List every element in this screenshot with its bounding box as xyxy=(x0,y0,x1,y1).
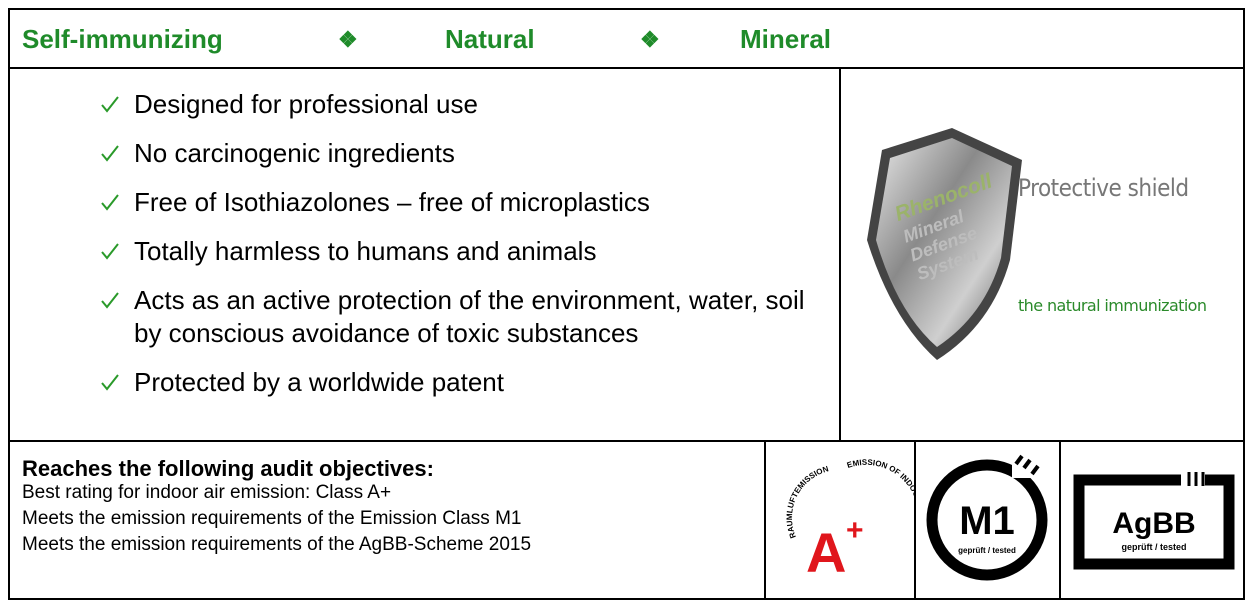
badge: Rhenocoll Mineral Defense System Protect… xyxy=(842,70,1242,440)
badge-title: Protective shield xyxy=(1018,174,1189,202)
header-item: Mineral xyxy=(740,24,831,55)
check xyxy=(102,195,118,209)
cert-a-plus: RAUMLUFTEMISSION EMISSION OF INDOOR AIR … xyxy=(766,442,914,598)
check xyxy=(102,97,118,111)
feature: Designed for professional use xyxy=(100,88,820,121)
feature-text: Designed for professional use xyxy=(134,88,820,121)
border xyxy=(8,8,1245,10)
feature: Protected by a worldwide patent xyxy=(100,366,820,399)
feature-text: Free of Isothiazolones – free of micropl… xyxy=(134,186,820,219)
cert-mark: A xyxy=(806,521,846,584)
audit-line: Meets the emission requirements of the A… xyxy=(22,534,531,556)
check-icon xyxy=(100,372,120,392)
cert-sup: + xyxy=(846,514,864,547)
cert-mark: AgBB xyxy=(1112,507,1195,540)
separator: ❖ xyxy=(338,27,358,53)
check-icon xyxy=(100,94,120,114)
check-icon xyxy=(100,143,120,163)
check xyxy=(102,375,118,389)
separator: ❖ xyxy=(640,27,660,53)
feature-text: Totally harmless to humans and animals xyxy=(134,235,820,268)
border xyxy=(8,8,10,600)
cert-m1: M1 geprüft / tested xyxy=(916,442,1059,598)
cert-mark: M1 xyxy=(959,499,1015,543)
border xyxy=(1243,8,1245,600)
feature: No carcinogenic ingredients xyxy=(100,137,820,170)
audit-title: Reaches the following audit objectives: xyxy=(22,456,434,482)
header-item: Self-immunizing xyxy=(22,24,223,55)
feature: Free of Isothiazolones – free of micropl… xyxy=(100,186,820,219)
check xyxy=(102,146,118,160)
cert-caption: geprüft / tested xyxy=(958,546,1016,555)
audit-line: Meets the emission requirements of the E… xyxy=(22,508,521,530)
cert-caption: geprüft / tested xyxy=(1121,542,1186,552)
check-icon xyxy=(100,192,120,212)
feature: Acts as an active protection of the envi… xyxy=(100,284,820,350)
check xyxy=(102,293,118,307)
feature-text: Protected by a worldwide patent xyxy=(134,366,820,399)
feature-text: No carcinogenic ingredients xyxy=(134,137,820,170)
cert-arc: EMISSION OF INDOOR AIR xyxy=(846,458,914,520)
row-divider xyxy=(8,67,1245,69)
badge-tagline: the natural immunization xyxy=(1018,296,1206,315)
feature-list: Designed for professional use No carcinog… xyxy=(100,88,820,415)
cert-ticks xyxy=(1189,472,1203,486)
page: Self-immunizing ❖ Natural ❖ Mineral Desi… xyxy=(0,0,1253,606)
check xyxy=(102,244,118,258)
feature: Totally harmless to humans and animals xyxy=(100,235,820,268)
check-icon xyxy=(100,241,120,261)
cert-agbb: AgBB geprüft / tested xyxy=(1061,442,1243,598)
header-item: Natural xyxy=(445,24,535,55)
cert-arc-text: EMISSION OF INDOOR AIR xyxy=(846,458,914,520)
feature-text: Acts as an active protection of the envi… xyxy=(134,284,820,350)
col-divider xyxy=(839,67,841,441)
check-icon xyxy=(100,290,120,310)
audit-line: Best rating for indoor air emission: Cla… xyxy=(22,482,391,504)
